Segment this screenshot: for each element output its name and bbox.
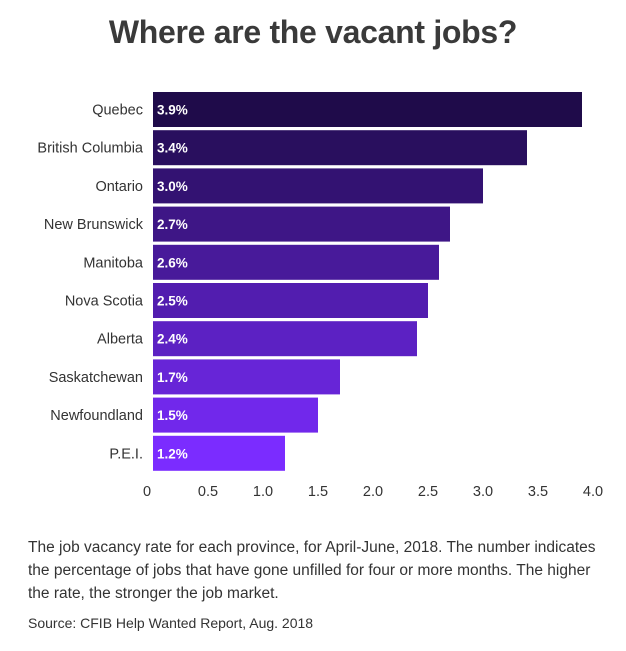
bar-ontario <box>153 168 483 204</box>
category-label: New Brunswick <box>44 217 144 233</box>
x-tick-label: 3.5 <box>528 484 548 500</box>
bar-british-columbia <box>153 130 527 166</box>
data-label: 2.6% <box>157 255 188 270</box>
chart-title: Where are the vacant jobs? <box>108 14 518 50</box>
x-tick-label: 1.0 <box>253 484 273 500</box>
x-tick-label: 4.0 <box>583 484 603 500</box>
x-tick-label: 0.5 <box>198 484 218 500</box>
bar-newfoundland <box>153 397 318 433</box>
x-tick-label: 1.5 <box>308 484 328 500</box>
category-label: Nova Scotia <box>65 294 144 310</box>
bar-p-e-i <box>153 435 285 471</box>
bar-nova-scotia <box>153 283 428 318</box>
category-label: Alberta <box>97 332 144 348</box>
chart-caption: The job vacancy rate for each province, … <box>28 539 596 602</box>
category-label: Manitoba <box>83 255 144 271</box>
bar-alberta <box>153 321 417 357</box>
x-tick-label: 2.5 <box>418 484 438 500</box>
x-tick-label: 3.0 <box>473 484 493 500</box>
category-label: British Columbia <box>37 141 143 157</box>
data-label: 1.5% <box>157 408 188 423</box>
data-label: 2.7% <box>157 217 188 232</box>
bar-saskatchewan <box>153 359 340 395</box>
data-label: 2.4% <box>157 332 188 347</box>
data-label: 1.7% <box>157 370 188 385</box>
bars-layer: Quebec 3.9% British Columbia 3.4% Ontario 3.0… <box>37 92 582 471</box>
bar-quebec <box>153 92 582 127</box>
chart-source: Source: CFIB Help Wanted Report, Aug. 20… <box>28 615 314 631</box>
data-label: 3.9% <box>157 103 188 118</box>
bar-new-brunswick <box>153 206 450 242</box>
x-axis: 0 0.5 1.0 1.5 2.0 2.5 3.0 3.5 4.0 <box>143 484 603 500</box>
data-label: 2.5% <box>157 294 188 309</box>
bar-chart-svg: Quebec 3.9% British Columbia 3.4% Ontario 3.0… <box>37 92 603 500</box>
x-tick-label: 0 <box>143 484 151 500</box>
category-label: Quebec <box>92 103 143 119</box>
data-label: 3.0% <box>157 179 188 194</box>
category-label: Saskatchewan <box>49 370 143 386</box>
category-label: P.E.I. <box>109 446 143 462</box>
category-label: Newfoundland <box>50 408 143 424</box>
bar-manitoba <box>153 244 439 280</box>
category-label: Ontario <box>95 179 143 195</box>
x-tick-label: 2.0 <box>363 484 383 500</box>
data-label: 1.2% <box>157 446 188 461</box>
data-label: 3.4% <box>157 141 188 156</box>
bar-chart: Quebec 3.9% British Columbia 3.4% Ontario 3.0… <box>0 80 626 510</box>
